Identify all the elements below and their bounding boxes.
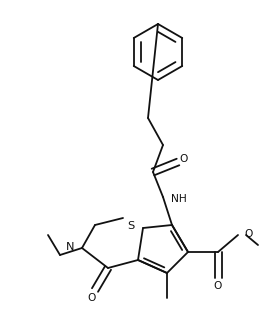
Text: NH: NH: [171, 194, 187, 204]
Text: O: O: [180, 154, 188, 164]
Text: O: O: [88, 293, 96, 303]
Text: O: O: [244, 229, 252, 239]
Text: O: O: [214, 281, 222, 291]
Text: S: S: [128, 221, 135, 231]
Text: N: N: [66, 242, 74, 252]
